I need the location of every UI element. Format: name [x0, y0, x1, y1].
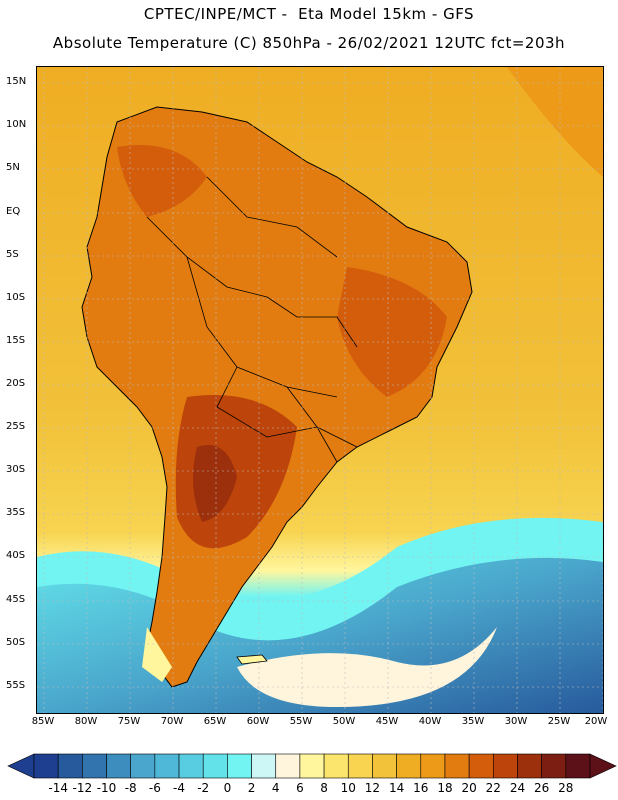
lat-label: 50S: [6, 637, 26, 648]
colorbar-tick-label: -2: [197, 781, 210, 795]
colorbar: [7, 753, 617, 779]
colorbar-cell: [444, 753, 470, 779]
temperature-map: [37, 67, 603, 713]
lon-label: 65W: [203, 716, 227, 727]
colorbar-tick-label: 18: [437, 781, 453, 795]
gridlines: [37, 67, 603, 713]
colorbar-cell: [347, 753, 373, 779]
colorbar-arrow-right: [589, 753, 617, 779]
colorbar-cell: [323, 753, 349, 779]
colorbar-tick-label: 12: [364, 781, 381, 795]
colorbar-tick-label: -4: [173, 781, 186, 795]
colorbar-tick-label: -6: [148, 781, 161, 795]
colorbar-cell: [299, 753, 325, 779]
colorbar-cell: [251, 753, 277, 779]
southern-tip-cool: [142, 627, 172, 682]
colorbar-tick-label: 20: [461, 781, 477, 795]
colorbar-cell: [227, 753, 252, 779]
colorbar-tick-label: -8: [124, 781, 137, 795]
continent-land: [81, 106, 473, 688]
colorbar-tick-label: 4: [271, 781, 280, 795]
colorbar-cell: [82, 753, 107, 779]
colorbar-cell: [178, 753, 204, 779]
lon-label: 40W: [418, 716, 442, 727]
lat-label: 10N: [6, 119, 27, 130]
country-borders: [146, 176, 358, 463]
lat-label: 40S: [6, 550, 26, 561]
lat-label: 10S: [6, 292, 26, 303]
lon-label: 70W: [160, 716, 184, 727]
warm-patch-north: [117, 145, 207, 217]
chart-subtitle: Absolute Temperature (C) 850hPa - 26/02/…: [52, 34, 566, 52]
colorbar-cell: [493, 753, 518, 779]
falkland-islands: [236, 654, 268, 665]
lon-label: 45W: [375, 716, 399, 727]
colorbar-tick-label: 22: [485, 781, 501, 795]
lon-label: 35W: [461, 716, 485, 727]
colorbar-cell: [372, 753, 397, 779]
colorbar-cell: [275, 753, 301, 779]
colorbar-tick-label: 26: [534, 781, 550, 795]
colorbar-cell: [517, 753, 542, 779]
warm-patch-brazil: [337, 267, 447, 397]
lon-label: 30W: [504, 716, 528, 727]
colorbar-tick-label: 14: [388, 781, 405, 795]
colorbar-cell: [202, 753, 228, 779]
colorbar-tick-label: 28: [558, 781, 574, 795]
lat-label: 30S: [6, 464, 26, 475]
colorbar-tick-label: 0: [223, 781, 232, 795]
colorbar-cell: [130, 753, 156, 779]
lat-label: 45S: [6, 594, 26, 605]
colorbar-cell: [33, 753, 59, 779]
colorbar-tick-label: -10: [96, 781, 117, 795]
warm-patch-northeast: [507, 67, 603, 177]
colorbar-tick-label: 10: [340, 781, 356, 795]
lat-label: 35S: [6, 507, 26, 518]
colorbar-tick-label: -14: [48, 781, 68, 795]
lat-label: 25S: [6, 421, 26, 432]
lat-label: 15N: [6, 76, 27, 87]
lon-label: 75W: [117, 716, 141, 727]
colorbar-arrow-left: [7, 753, 35, 779]
colorbar-tick-label: 6: [296, 781, 304, 795]
lat-label: 55S: [6, 680, 26, 691]
lon-label: 25W: [547, 716, 571, 727]
colorbar-tick-label: 2: [247, 781, 256, 795]
colorbar-cell: [565, 753, 591, 779]
colorbar-cell: [106, 753, 131, 779]
lat-label: 5N: [6, 162, 20, 173]
colorbar-tick-label: 8: [320, 781, 328, 795]
lat-label: EQ: [6, 206, 21, 217]
colorbar-cell: [396, 753, 422, 779]
lat-label: 20S: [6, 378, 26, 389]
colorbar-cell: [154, 753, 180, 779]
lon-label: 85W: [31, 716, 55, 727]
lon-label: 50W: [332, 716, 356, 727]
lat-label: 5S: [6, 249, 19, 260]
lon-label: 20W: [584, 716, 608, 727]
colorbar-tick-label: -12: [72, 781, 93, 795]
colorbar-cell: [468, 753, 494, 779]
lon-label: 55W: [289, 716, 313, 727]
colorbar-tick-label: 24: [509, 781, 526, 795]
colorbar-cell: [541, 753, 567, 779]
lon-label: 60W: [246, 716, 270, 727]
lat-label: 15S: [6, 335, 26, 346]
colorbar-cell: [57, 753, 83, 779]
colorbar-tick-label: 16: [413, 781, 429, 795]
lon-label: 80W: [74, 716, 98, 727]
chart-title: CPTEC/INPE/MCT - Eta Model 15km - GFS: [143, 5, 475, 23]
hot-core: [193, 445, 237, 522]
map-panel[interactable]: [36, 66, 604, 714]
colorbar-cell: [420, 753, 446, 779]
